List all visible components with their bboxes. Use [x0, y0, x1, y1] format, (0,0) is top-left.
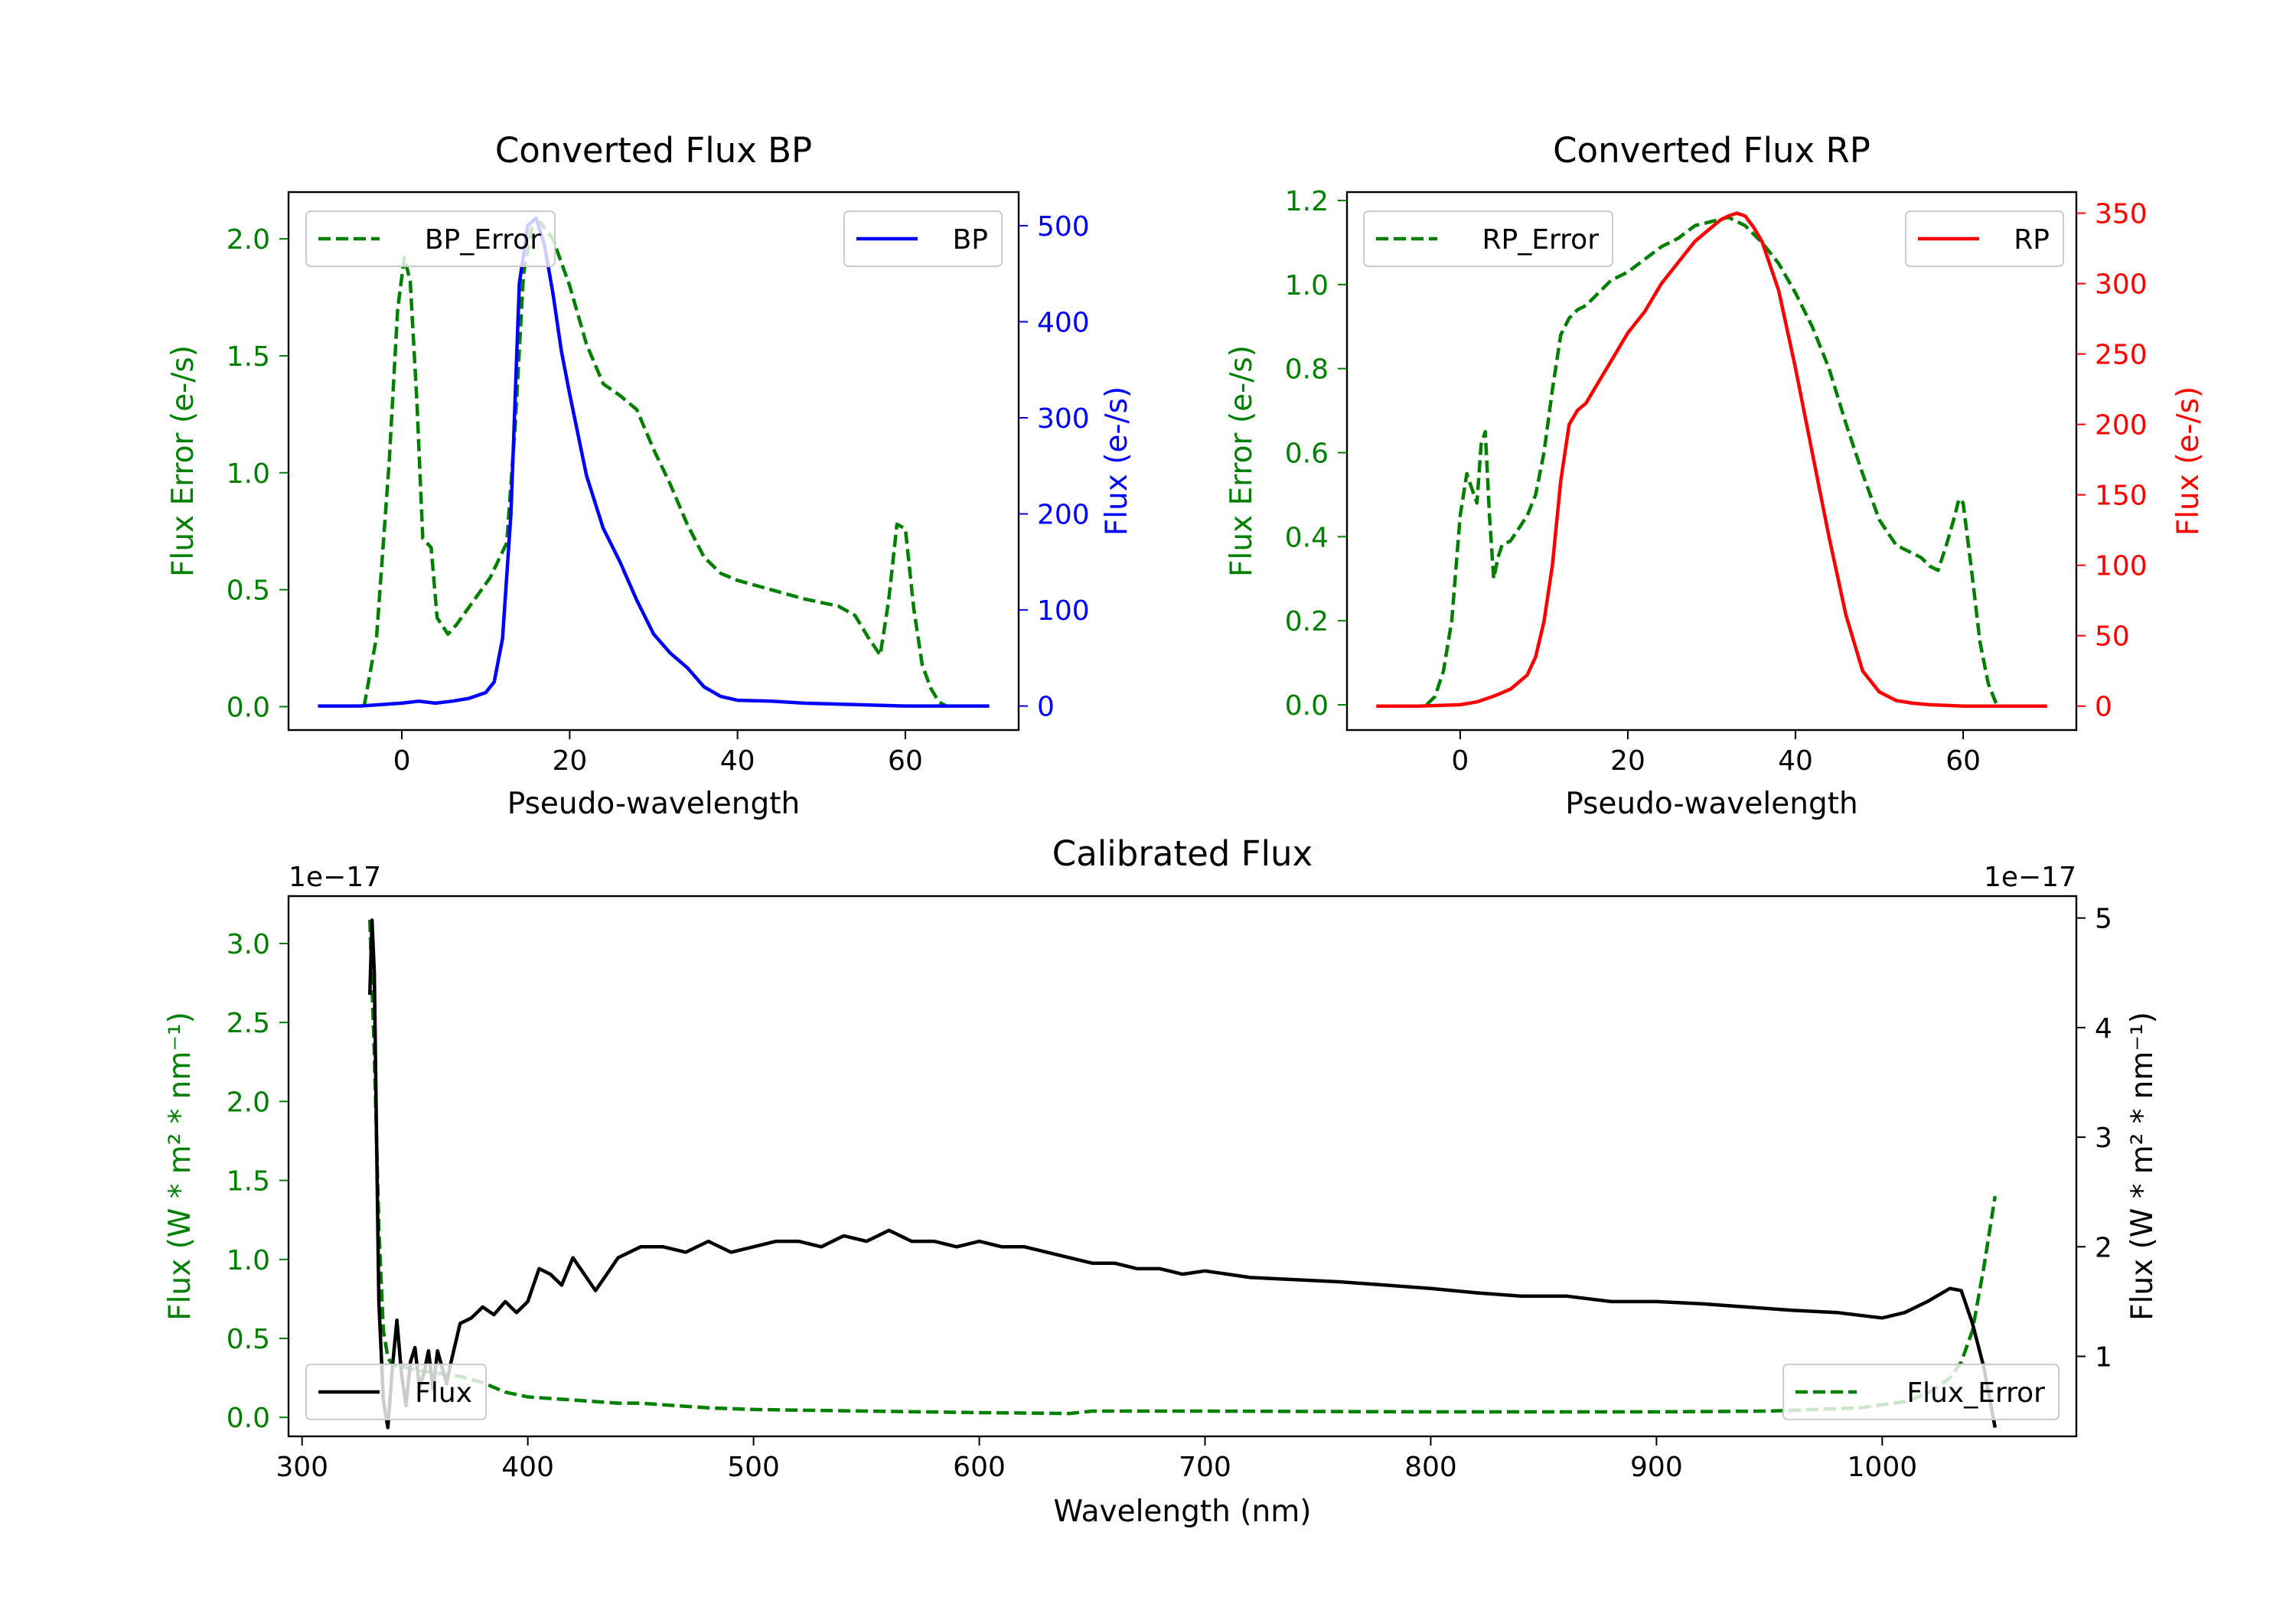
y-right-tick-label: 2: [2095, 1232, 2112, 1263]
series-line-flux: [367, 918, 1998, 1429]
legend-label: Flux_Error: [1906, 1377, 2045, 1409]
y-left-offset-label: 1e−17: [289, 862, 381, 893]
legend-label: BP: [953, 224, 988, 256]
y-left-tick-label: 0.5: [227, 1324, 270, 1355]
x-tick-label: 500: [727, 1452, 780, 1483]
x-tick-label: 0: [393, 745, 411, 777]
legend-label: Flux: [415, 1377, 472, 1409]
y-right-tick-label: 150: [2095, 481, 2148, 512]
x-tick-label: 60: [888, 745, 923, 777]
legend-bp-error: BP_Error: [305, 210, 556, 267]
legend-bp: BP: [843, 210, 1003, 267]
y-right-tick-label: 300: [1037, 403, 1090, 435]
legend-box: [1905, 210, 2064, 267]
series-line-bp-error: [362, 220, 948, 709]
y-right-axis-label: Flux (e-/s): [1100, 386, 1134, 536]
x-tick-label: 800: [1404, 1452, 1457, 1483]
axes-frame: [287, 895, 2078, 1438]
x-tick-label: 20: [1610, 745, 1645, 777]
y-left-tick-label: 0.0: [227, 1403, 270, 1434]
chart-title: Converted Flux BP: [495, 130, 812, 171]
chart-2: 0 20 40 60 0.0 0.2 0.4 0.6 0.8 1.0 1.2 0 50 100 150 200…: [1225, 130, 2206, 821]
x-tick-label: 0: [1451, 745, 1469, 777]
y-right-tick-label: 50: [2095, 621, 2130, 653]
legend-label: RP_Error: [1482, 224, 1600, 256]
chart-1: 0 20 40 60 0.0 0.5 1.0 1.5 2.0 0 100 200 300 400 500 Co…: [166, 130, 1134, 821]
legend-flux: Flux: [305, 1364, 487, 1420]
y-right-tick-label: 200: [1037, 500, 1090, 531]
y-right-tick-label: 4: [2095, 1013, 2112, 1045]
y-left-axis-label: Flux Error (e-/s): [166, 345, 201, 577]
x-tick-label: 60: [1945, 745, 1981, 777]
x-tick-label: 400: [501, 1452, 554, 1483]
x-tick-label: 300: [276, 1452, 328, 1483]
legend-label: BP_Error: [425, 224, 541, 256]
x-tick-label: 900: [1630, 1452, 1683, 1483]
legend-label: RP: [2014, 224, 2050, 256]
legend-box: [305, 210, 556, 267]
y-left-tick-label: 0.2: [1285, 606, 1329, 637]
y-left-tick-label: 0.5: [227, 575, 270, 607]
y-left-tick-label: 1.0: [227, 1245, 270, 1276]
y-right-tick-label: 0: [2095, 692, 2112, 723]
series-line-rp-error: [1425, 215, 1998, 706]
legend-flux-error: Flux_Error: [1782, 1364, 2060, 1420]
legend-rp: RP: [1905, 210, 2064, 267]
y-right-tick-label: 3: [2095, 1123, 2112, 1154]
y-right-tick-label: 300: [2095, 269, 2148, 301]
y-left-axis-label: Flux (W * m² * nm⁻¹): [163, 1012, 197, 1321]
y-left-tick-label: 1.0: [227, 458, 270, 490]
x-tick-label: 20: [552, 745, 587, 777]
legend-box: [1363, 210, 1613, 267]
legend-box: [305, 1364, 487, 1420]
y-left-tick-label: 1.2: [1285, 186, 1329, 217]
y-left-tick-label: 0.6: [1285, 438, 1329, 470]
x-tick-label: 40: [1778, 745, 1813, 777]
y-right-tick-label: 200: [2095, 410, 2148, 442]
y-left-tick-label: 2.0: [227, 224, 270, 256]
y-left-axis-label: Flux Error (e-/s): [1225, 345, 1259, 577]
x-tick-label: 700: [1179, 1452, 1231, 1483]
legend-box: [843, 210, 1003, 267]
y-right-tick-label: 400: [1037, 307, 1090, 338]
axes-frame: [1345, 191, 2078, 732]
y-right-tick-label: 100: [2095, 551, 2148, 582]
legend-rp-error: RP_Error: [1363, 210, 1613, 267]
x-tick-label: 600: [953, 1452, 1006, 1483]
y-left-tick-label: 1.5: [227, 341, 270, 373]
y-left-tick-label: 0.0: [227, 692, 270, 723]
y-left-tick-label: 1.5: [227, 1166, 270, 1198]
y-left-tick-label: 0.0: [1285, 690, 1329, 722]
x-axis-label: Pseudo-wavelength: [507, 787, 800, 821]
y-right-tick-label: 0: [1037, 692, 1055, 723]
axes-frame: [287, 191, 1020, 732]
y-left-tick-label: 1.0: [1285, 270, 1329, 302]
series-line-bp: [318, 216, 990, 708]
y-right-tick-label: 500: [1037, 211, 1090, 243]
series-line-flux-error: [367, 919, 1998, 1416]
y-right-offset-label: 1e−17: [1984, 862, 2076, 893]
y-right-tick-label: 350: [2095, 199, 2148, 230]
x-tick-label: 1000: [1848, 1452, 1918, 1483]
y-right-axis-label: Flux (W * m² * nm⁻¹): [2125, 1012, 2160, 1321]
y-right-tick-label: 100: [1037, 595, 1090, 627]
x-axis-label: Pseudo-wavelength: [1565, 787, 1857, 821]
y-right-tick-label: 250: [2095, 340, 2148, 371]
series-line-rp: [1376, 211, 2047, 708]
chart-3: 300 400 500 600 700 800 900 1000 0.0 0.5 1.0 1.5 2.0…: [163, 833, 2160, 1529]
y-right-axis-label: Flux (e-/s): [2171, 386, 2206, 536]
x-axis-label: Wavelength (nm): [1054, 1495, 1312, 1529]
y-left-tick-label: 2.0: [227, 1087, 270, 1118]
chart-title: Converted Flux RP: [1553, 130, 1870, 171]
y-left-tick-label: 3.0: [227, 929, 270, 960]
chart-title: Calibrated Flux: [1052, 833, 1313, 874]
legend-box: [1782, 1364, 2060, 1420]
x-tick-label: 40: [720, 745, 755, 777]
y-right-tick-label: 1: [2095, 1341, 2112, 1373]
y-left-tick-label: 2.5: [227, 1008, 270, 1039]
y-left-tick-label: 0.4: [1285, 522, 1329, 553]
y-left-tick-label: 0.8: [1285, 354, 1329, 386]
y-right-tick-label: 5: [2095, 904, 2112, 935]
